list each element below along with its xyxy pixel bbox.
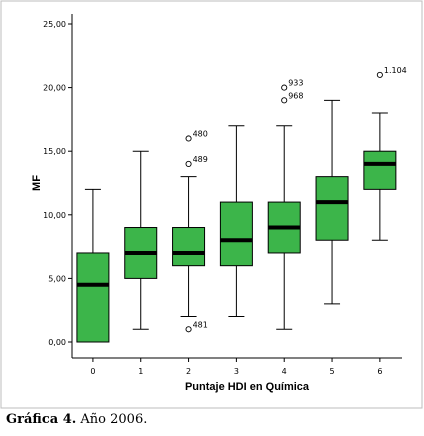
plot-area-border bbox=[0, 0, 423, 409]
box-5 bbox=[315, 99, 349, 305]
figure-caption: Gráfica 4. Año 2006. bbox=[6, 412, 147, 427]
caption-text: Año 2006. bbox=[80, 412, 148, 427]
x-tick-label: 6 bbox=[377, 367, 382, 376]
outlier-label: 481 bbox=[193, 320, 208, 329]
outlier-point bbox=[185, 160, 192, 167]
y-tick-label: 20,00 bbox=[43, 84, 66, 93]
outlier-label: 480 bbox=[193, 129, 208, 138]
x-tick-label: 2 bbox=[186, 367, 191, 376]
boxplot-chart: 0,00 5,00 10,00 15,00 20,00 25,00 0 1 2 3 4 5 6 480… bbox=[0, 0, 423, 409]
outlier-point bbox=[185, 135, 192, 142]
box-2: 480 489 481 bbox=[172, 129, 208, 333]
outlier-point bbox=[376, 71, 383, 78]
outlier-point bbox=[281, 97, 288, 104]
x-axis: 0 1 2 3 4 5 6 bbox=[72, 357, 402, 376]
y-axis-title: MF bbox=[31, 175, 43, 191]
x-tick-label: 0 bbox=[90, 367, 95, 376]
outlier-label: 1.104 bbox=[384, 66, 407, 75]
box-iqr bbox=[219, 201, 253, 267]
box-iqr bbox=[76, 252, 110, 343]
x-tick-label: 3 bbox=[234, 367, 239, 376]
box-1 bbox=[124, 150, 158, 330]
x-axis-title: Puntaje HDI en Química bbox=[185, 381, 310, 393]
y-tick-label: 25,00 bbox=[43, 20, 66, 29]
outlier-label: 933 bbox=[288, 79, 303, 88]
box-iqr bbox=[363, 150, 397, 190]
x-tick-label: 4 bbox=[282, 367, 287, 376]
x-tick-label: 1 bbox=[138, 367, 143, 376]
y-tick-label: 15,00 bbox=[43, 147, 66, 156]
outlier-point bbox=[185, 326, 192, 333]
box-6: 1.104 bbox=[363, 66, 407, 241]
x-tick-label: 5 bbox=[329, 367, 334, 376]
box-iqr bbox=[172, 227, 206, 267]
box-0 bbox=[76, 188, 110, 343]
box-3 bbox=[219, 125, 253, 318]
y-tick-label: 10,00 bbox=[43, 211, 66, 220]
box-iqr bbox=[315, 176, 349, 241]
outlier-label: 968 bbox=[288, 91, 303, 100]
y-tick-label: 5,00 bbox=[48, 274, 66, 283]
y-tick-label: 0,00 bbox=[48, 338, 66, 347]
outlier-label: 489 bbox=[193, 155, 208, 164]
outlier-point bbox=[281, 84, 288, 91]
y-axis: 0,00 5,00 10,00 15,00 20,00 25,00 bbox=[43, 14, 73, 358]
caption-label: Gráfica 4. bbox=[6, 412, 77, 427]
